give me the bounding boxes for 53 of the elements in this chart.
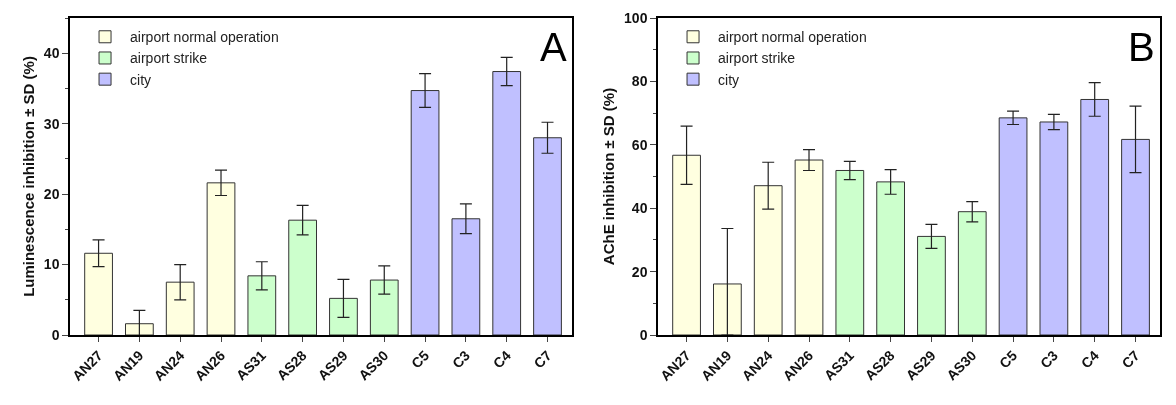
x-tick-label: C7 [1118,347,1143,372]
legend-label: city [718,71,740,88]
bar [876,181,906,335]
legend-label: airport normal operation [718,29,867,46]
bar [998,117,1028,335]
y-tick-label: 80 [631,73,648,90]
legend-label: airport strike [718,50,796,67]
bar [247,275,277,335]
y-tick-label: 10 [43,256,60,273]
bar [1039,121,1069,335]
bar [165,281,195,335]
x-tick-label: C3 [1036,347,1062,372]
bar [917,235,946,335]
bar [451,218,481,335]
bar [1080,98,1110,335]
legend-label: city [130,71,152,88]
y-axis-title: Luminescence inhibition ± SD (%) [19,56,37,297]
y-tick-label: 40 [631,200,648,217]
x-tick-label: C7 [530,347,555,372]
y-axis-title: AChE inhibition ± SD (%) [599,87,617,266]
annotation: A [540,25,567,69]
bar [329,297,358,335]
y-tick-label: 20 [43,186,60,203]
x-tick-label: C3 [448,347,474,372]
bar [84,252,113,335]
bar [533,137,562,335]
y-tick-label: 100 [624,9,648,26]
y-tick-label: 0 [51,326,60,343]
bar [369,279,399,335]
bar [753,185,783,335]
bar [1121,138,1150,335]
bar [206,182,236,335]
bar [125,323,154,335]
bar [713,283,742,335]
bar [672,154,701,335]
y-tick-label: 0 [639,326,648,343]
x-tick-label: C5 [408,347,433,372]
y-tick-label: 60 [631,136,648,153]
y-tick-label: 40 [43,45,60,62]
legend-label: airport normal operation [130,29,279,46]
y-tick-label: 20 [631,263,648,280]
x-tick-label: C4 [489,347,514,372]
bar [794,159,824,335]
x-tick-label: C5 [996,347,1021,372]
bar [288,219,318,335]
x-tick-label: C4 [1077,347,1102,372]
bar [492,71,522,335]
y-tick-label: 30 [43,115,60,132]
bar [410,90,440,335]
annotation: B [1128,25,1155,69]
bar [835,169,865,335]
bar [957,211,987,335]
legend-label: airport strike [130,50,208,67]
